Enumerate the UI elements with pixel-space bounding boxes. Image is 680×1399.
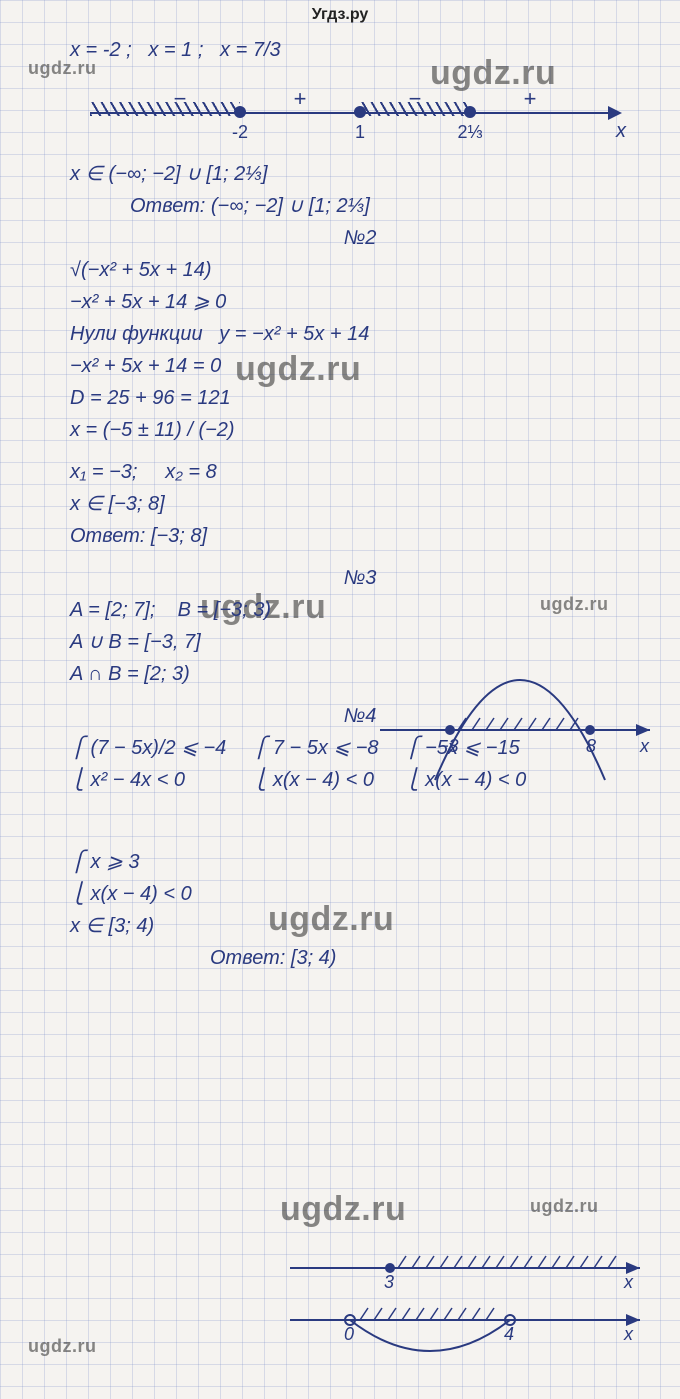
sign-label: + [294,86,307,112]
p4-answer: Ответ: [3; 4) [70,944,650,972]
p4-sys4a: ⎧ x ⩾ 3 [70,848,650,876]
sign-label: − [409,86,422,112]
axis-label: x [624,1272,633,1293]
point-label: 0 [344,1324,354,1345]
point [354,106,366,118]
axis-label: x [624,1324,633,1345]
p2-l6: x = (−5 ± 11) / (−2) [70,416,650,444]
arrow-icon [608,106,622,120]
point-label: 2⅓ [457,122,482,143]
point [464,106,476,118]
axis-label: x [640,736,649,757]
hatch-region [90,102,240,116]
p1-number-line: x -2 1 2⅓ − + − + [70,72,650,152]
p2-l3: Нули функции y = −x² + 5x + 14 [70,320,650,348]
p3-title: №3 [70,564,650,592]
p4-sys4b: ⎩ x(x − 4) < 0 [70,880,650,908]
p4-sys2a: ⎧ 7 − 5x ⩽ −8 [252,734,378,762]
p2-l5: D = 25 + 96 = 121 [70,384,650,412]
p1-roots: x = -2 ; x = 1 ; x = 7/3 [70,36,650,64]
p2-l8: x ∈ [−3; 8] [70,490,650,518]
p1-interval: x ∈ (−∞; −2] ∪ [1; 2⅓] [70,160,650,188]
p2-l1: √(−x² + 5x + 14) [70,256,650,284]
point [234,106,246,118]
p4-number-lines: 3 x 0 4 x [280,1242,660,1372]
p4-interval: x ∈ [3; 4) [70,912,650,940]
sign-label: + [524,86,537,112]
point-label: -2 [232,122,248,143]
p2-l9: Ответ: [−3; 8] [70,522,650,550]
p2-l2: −x² + 5x + 14 ⩾ 0 [70,288,650,316]
p1-answer: Ответ: (−∞; −2] ∪ [1; 2⅓] [70,192,650,220]
point-label: 1 [355,122,365,143]
point-label: 4 [504,1324,514,1345]
root-label: 8 [586,736,596,757]
p2-title: №2 [70,224,650,252]
p2-l7: x₁ = −3; x₂ = 8 [70,458,650,486]
p4-sys1b: ⎩ x² − 4x < 0 [70,766,226,794]
p4-sys2b: ⎩ x(x − 4) < 0 [252,766,378,794]
p4-sys1a: ⎧ (7 − 5x)/2 ⩽ −4 [70,734,226,762]
axis-label: x [616,120,626,143]
p2-parabola-sketch: −3 8 x [380,600,660,800]
sign-label: − [174,86,187,112]
p2-l4: −x² + 5x + 14 = 0 [70,352,650,380]
point-label: 3 [384,1272,394,1293]
root-label: −3 [438,736,459,757]
